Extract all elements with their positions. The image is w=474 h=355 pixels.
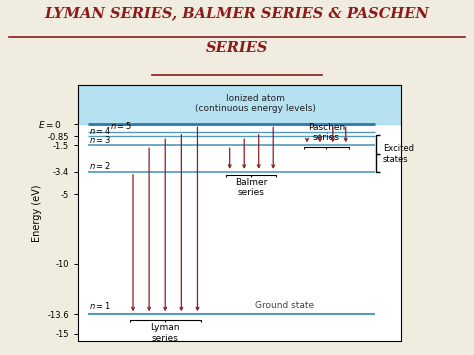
Y-axis label: Energy (eV): Energy (eV) xyxy=(32,184,42,242)
Text: $n=3$: $n=3$ xyxy=(90,134,112,145)
Text: Ground state: Ground state xyxy=(255,301,315,310)
Text: LYMAN SERIES, BALMER SERIES & PASCHEN: LYMAN SERIES, BALMER SERIES & PASCHEN xyxy=(45,6,429,20)
Text: $E=0$: $E=0$ xyxy=(38,119,62,130)
Text: Excited
states: Excited states xyxy=(383,144,414,164)
Text: $n=2$: $n=2$ xyxy=(90,160,111,171)
Text: $n=4$: $n=4$ xyxy=(90,125,112,136)
Text: Paschen
series: Paschen series xyxy=(308,123,345,142)
Text: Lyman
series: Lyman series xyxy=(150,323,180,343)
Text: Balmer
series: Balmer series xyxy=(235,178,268,197)
Text: SERIES: SERIES xyxy=(206,40,268,55)
Text: $n=5$: $n=5$ xyxy=(110,120,133,131)
Text: Ionized atom
(continuous energy levels): Ionized atom (continuous energy levels) xyxy=(195,94,316,113)
Text: $n=1$: $n=1$ xyxy=(90,300,111,311)
